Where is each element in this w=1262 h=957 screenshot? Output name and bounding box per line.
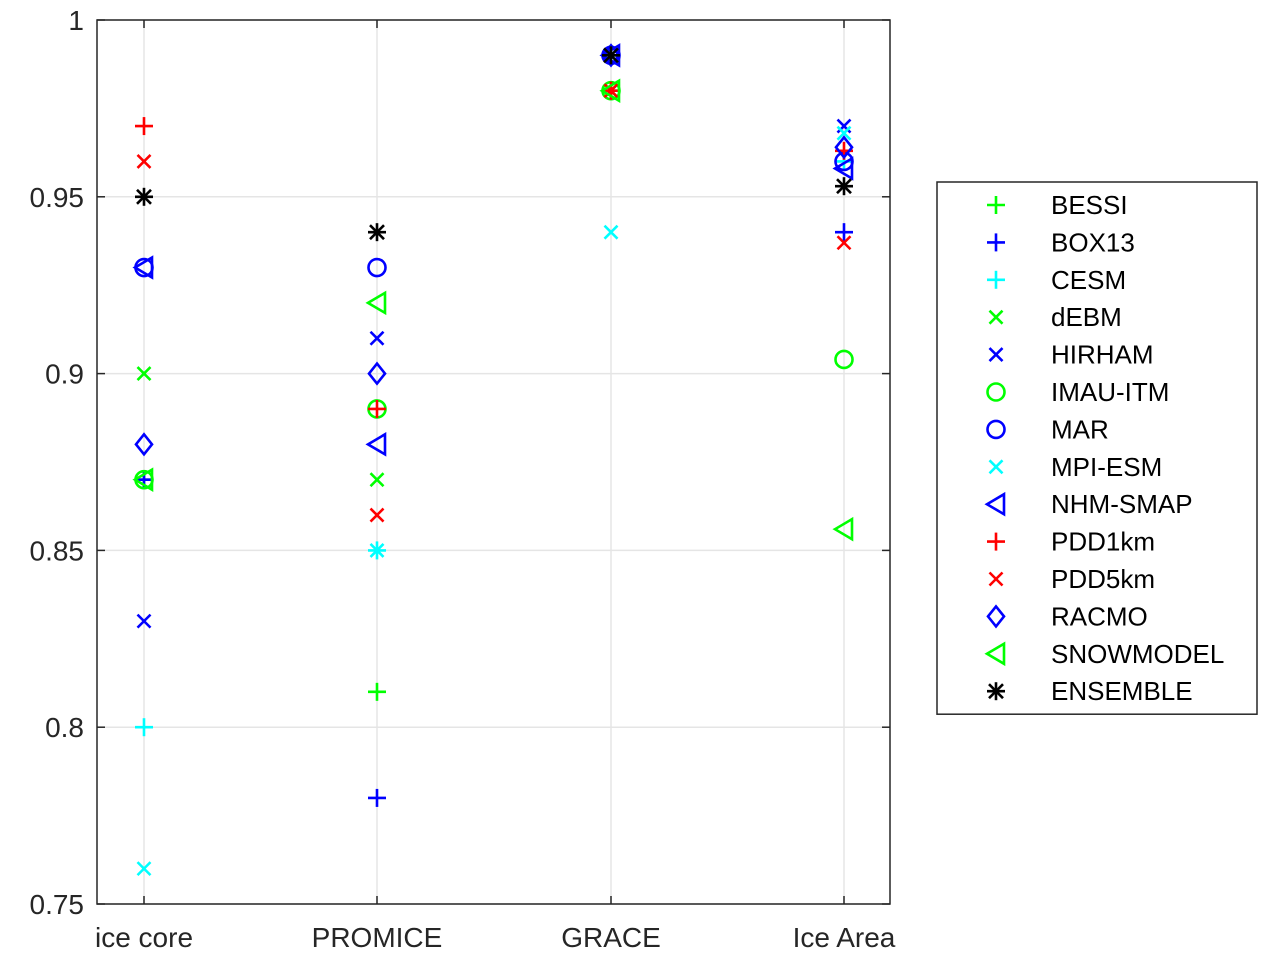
legend-marker [988, 347, 1004, 363]
legend-item: IMAU-ITM [986, 377, 1169, 407]
legend-label: BESSI [1051, 190, 1128, 220]
data-point-debm [369, 472, 385, 488]
data-point-snowmodel [132, 467, 154, 492]
data-point-debm [136, 366, 152, 382]
legend-item: SNOWMODEL [984, 639, 1224, 669]
legend-label: dEBM [1051, 302, 1122, 332]
data-point-nhm-smap [365, 432, 387, 457]
data-point-nhm-smap [132, 255, 154, 280]
data-point-nhm-smap [832, 156, 854, 181]
legend-item: MPI-ESM [988, 452, 1162, 482]
data-point-pdd5km [603, 83, 619, 99]
y-tick-label: 0.8 [45, 712, 84, 743]
legend-marker [987, 196, 1005, 214]
legend-marker [988, 571, 1004, 587]
data-point-pdd5km [369, 507, 385, 523]
axes: 0.75 0.8 0.85 0.9 0.95 1 ice core PROMICE GRACE I… [30, 5, 896, 953]
legend-label: NHM-SMAP [1051, 489, 1193, 519]
data-point-pdd5km [136, 154, 152, 169]
data-point-racmo [367, 361, 387, 386]
data-point-mpi-esm [603, 224, 619, 240]
legend-item: RACMO [986, 601, 1148, 631]
legend-marker [986, 604, 1006, 629]
data-point-box13 [368, 788, 386, 807]
legend-label: BOX13 [1051, 227, 1135, 257]
y-tick-label: 0.75 [30, 889, 85, 920]
grid [97, 19, 890, 905]
legend-item: dEBM [988, 302, 1122, 332]
data-point-pdd1km [368, 399, 386, 418]
data-point-mar [367, 257, 387, 278]
legend-item: MAR [986, 414, 1109, 444]
data-point-pdd1km [135, 117, 153, 136]
legend-marker [987, 682, 1005, 701]
legend-marker [987, 270, 1005, 289]
x-tick-label: PROMICE [312, 922, 443, 953]
legend-label: CESM [1051, 265, 1126, 295]
data-point-racmo [134, 432, 154, 457]
legend-marker [988, 309, 1004, 325]
legend-marker [987, 233, 1005, 252]
data-point-hirham [136, 613, 152, 629]
data-point-box13 [835, 223, 853, 242]
legend-item: PDD1km [987, 527, 1155, 557]
data-point-racmo [601, 43, 621, 68]
data-point-pdd5km [836, 235, 852, 251]
data-point-snowmodel [832, 516, 854, 542]
data-point-snowmodel [599, 78, 621, 103]
data-point-hirham [369, 330, 385, 346]
data-point-ensemble [368, 223, 386, 242]
y-tick-label: 0.85 [30, 535, 85, 566]
legend-label: ENSEMBLE [1051, 676, 1193, 706]
data-point-ensemble [835, 177, 853, 196]
legend-marker [984, 491, 1006, 517]
legend-label: IMAU-ITM [1051, 377, 1169, 407]
legend-label: SNOWMODEL [1051, 639, 1224, 669]
legend-label: MPI-ESM [1051, 452, 1162, 482]
legend-marker [987, 532, 1005, 551]
data-marks [132, 43, 854, 877]
y-tick-label: 0.9 [45, 359, 84, 390]
legend-item: BESSI [987, 190, 1128, 220]
legend-item: HIRHAM [988, 340, 1154, 370]
legend-label: RACMO [1051, 601, 1148, 631]
legend-marker [986, 382, 1006, 402]
plot-frame [96, 19, 891, 905]
y-tick-label: 1 [68, 5, 84, 36]
y-tick-label: 0.95 [30, 182, 85, 213]
legend-item: BOX13 [987, 227, 1135, 257]
data-point-imau-itm [834, 349, 854, 370]
legend: BESSI BOX13 CESM dEBM HIRHAM IMAU-ITM MAR MPI-E… [936, 181, 1258, 715]
data-point-snowmodel [365, 290, 387, 316]
legend-label: MAR [1051, 414, 1109, 444]
data-point-mpi-esm [136, 861, 152, 877]
x-tick-label: ice core [95, 922, 193, 953]
x-tick-label: GRACE [561, 922, 661, 953]
data-point-ensemble [135, 187, 153, 206]
legend-box [936, 181, 1258, 715]
legend-marker [986, 419, 1006, 440]
legend-item: ENSEMBLE [987, 676, 1193, 706]
legend-label: PDD5km [1051, 564, 1155, 594]
data-point-ensemble [602, 46, 620, 65]
legend-item: NHM-SMAP [984, 489, 1193, 519]
legend-marker [988, 459, 1004, 475]
x-tick-label: Ice Area [793, 922, 896, 953]
legend-item: CESM [987, 265, 1126, 295]
data-point-cesm [135, 718, 153, 737]
legend-item: PDD5km [988, 564, 1155, 594]
legend-label: HIRHAM [1051, 340, 1154, 370]
legend-marker [984, 641, 1006, 667]
data-point-bessi [368, 682, 386, 701]
data-point-mpi-esm [369, 542, 385, 558]
legend-label: PDD1km [1051, 527, 1155, 557]
data-point-mpi-esm [836, 125, 852, 141]
data-point-racmo [834, 135, 854, 160]
